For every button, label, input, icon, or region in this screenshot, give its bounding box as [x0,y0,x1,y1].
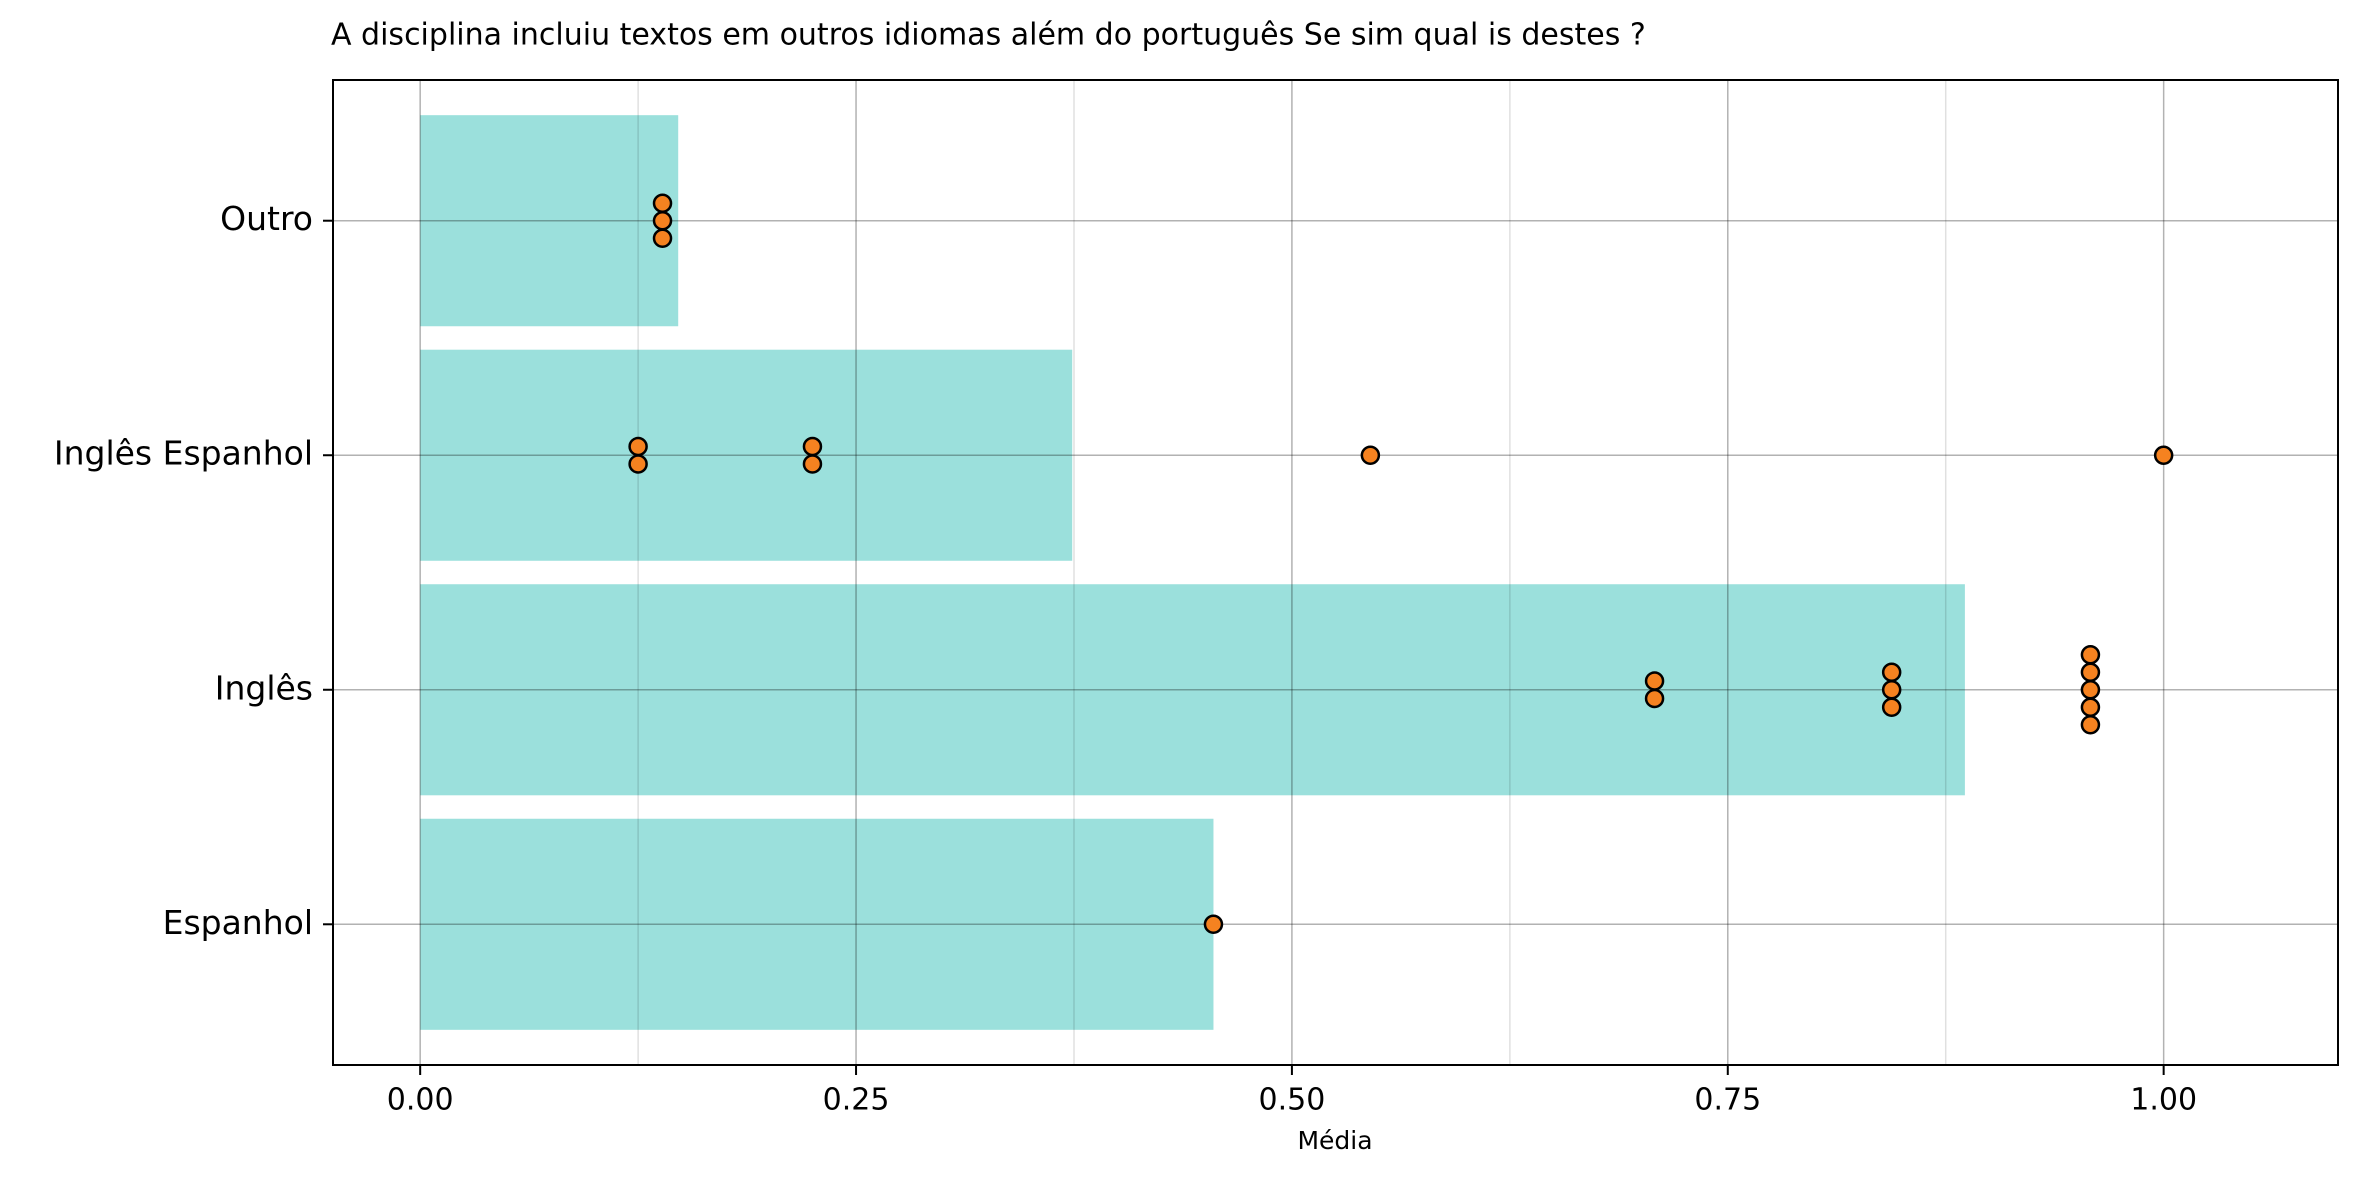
x-tick-label: 1.00 [2130,1083,2197,1118]
x-axis-label: Média [1297,1126,1372,1155]
x-tick-label: 0.25 [823,1083,890,1118]
data-point [652,210,673,231]
chart-title: A disciplina incluiu textos em outros id… [331,18,1646,53]
y-tick-label: Outro [220,199,313,238]
data-point [1644,671,1665,691]
data-point [2080,662,2101,683]
data-point [2080,697,2101,718]
bar [420,818,1214,1030]
data-point [1360,445,1381,465]
y-tick-label: Inglês [215,668,313,707]
x-tick-label: 0.50 [1259,1083,1326,1118]
data-point [628,454,648,474]
x-tick-label: 0.00 [387,1083,454,1118]
y-tick-label: Espanhol [163,903,313,942]
data-point [802,436,823,457]
bar [420,349,1073,561]
data-point [1881,697,1902,718]
data-point [2080,715,2101,735]
data-point [802,454,823,474]
data-point [1881,680,1902,700]
data-point [1203,914,1224,935]
data-point [1644,688,1665,709]
data-point [652,228,673,248]
data-point [628,436,648,457]
data-point [652,193,673,213]
data-point [2080,680,2101,700]
x-tick-label: 0.75 [1694,1083,1761,1118]
data-point [1881,662,1902,683]
data-point [2153,445,2174,465]
data-point [2080,645,2101,665]
y-tick-label: Inglês Espanhol [54,434,313,473]
bar [420,115,679,327]
bar [420,584,1965,796]
plot-frame [332,79,2339,1066]
